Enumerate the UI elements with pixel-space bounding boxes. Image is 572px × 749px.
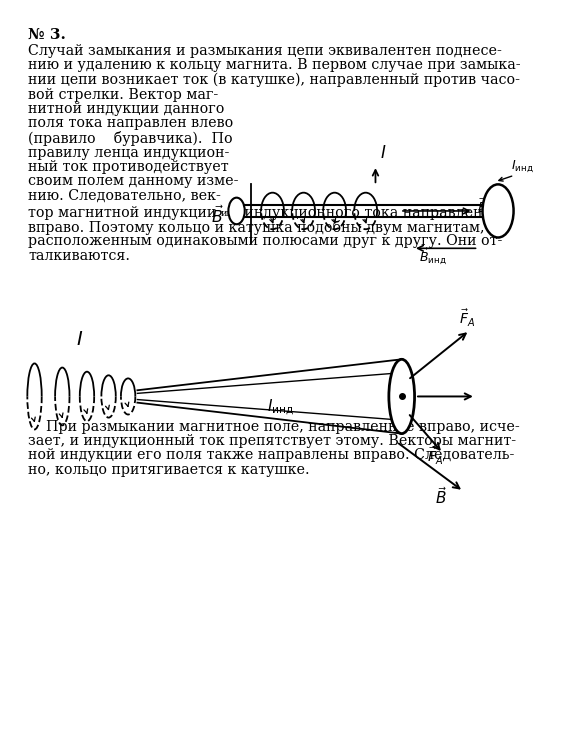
Text: (правило    буравчика).  По: (правило буравчика). По bbox=[28, 131, 233, 146]
Text: № 3.: № 3. bbox=[28, 28, 66, 42]
Text: поля тока направлен влево: поля тока направлен влево bbox=[28, 117, 233, 130]
Text: нию. Следовательно, век-: нию. Следовательно, век- bbox=[28, 189, 221, 203]
Text: зает, и индукционный ток препятствует этому. Векторы магнит-: зает, и индукционный ток препятствует эт… bbox=[28, 434, 516, 448]
Text: $\vec{B}$: $\vec{B}$ bbox=[211, 205, 224, 227]
Text: нию и удалению к кольцу магнита. В первом случае при замыка-: нию и удалению к кольцу магнита. В перво… bbox=[28, 58, 521, 73]
Text: инд: инд bbox=[221, 208, 240, 217]
Text: $\vec{B}$: $\vec{B}$ bbox=[477, 198, 487, 216]
Text: индукционного тока направлен: индукционного тока направлен bbox=[240, 205, 483, 219]
Text: При размыкании магнитное поле, направленное вправо, исче-: При размыкании магнитное поле, направлен… bbox=[28, 419, 520, 434]
Text: но, кольцо притягивается к катушке.: но, кольцо притягивается к катушке. bbox=[28, 463, 309, 477]
Text: $\vec{F}_A$: $\vec{F}_A$ bbox=[459, 308, 475, 329]
Text: вой стрелки. Вектор маг-: вой стрелки. Вектор маг- bbox=[28, 88, 219, 102]
Text: $\vec{B}$: $\vec{B}$ bbox=[435, 486, 447, 507]
Ellipse shape bbox=[228, 198, 245, 224]
Text: $\vec{B}_{\rm инд}$: $\vec{B}_{\rm инд}$ bbox=[419, 246, 447, 267]
Text: расположенным одинаковыми полюсами друг к другу. Они от-: расположенным одинаковыми полюсами друг … bbox=[28, 234, 502, 249]
Text: вправо. Поэтому кольцо и катушка подобны двум магнитам,: вправо. Поэтому кольцо и катушка подобны… bbox=[28, 220, 484, 235]
Text: талкиваются.: талкиваются. bbox=[28, 249, 130, 263]
Text: тор магнитной индукции: тор магнитной индукции bbox=[28, 205, 225, 219]
Text: правилу ленца индукцион-: правилу ленца индукцион- bbox=[28, 145, 229, 160]
Text: нии цепи возникает ток (в катушке), направленный против часо-: нии цепи возникает ток (в катушке), напр… bbox=[28, 73, 520, 88]
Ellipse shape bbox=[483, 184, 514, 237]
Text: $I_{\rm инд}$: $I_{\rm инд}$ bbox=[511, 158, 534, 174]
Text: $I$: $I$ bbox=[380, 144, 387, 162]
Text: Случай замыкания и размыкания цепи эквивалентен поднесе-: Случай замыкания и размыкания цепи эквив… bbox=[28, 44, 502, 58]
Text: ный ток противодействует: ный ток противодействует bbox=[28, 160, 229, 174]
Text: нитной индукции данного: нитной индукции данного bbox=[28, 102, 224, 116]
Text: $I$: $I$ bbox=[76, 330, 84, 349]
Text: своим полем данному изме-: своим полем данному изме- bbox=[28, 175, 239, 189]
Ellipse shape bbox=[389, 360, 415, 434]
Text: $\vec{F}_A$: $\vec{F}_A$ bbox=[427, 446, 443, 467]
Text: $I_{\rm инд}$: $I_{\rm инд}$ bbox=[267, 397, 294, 417]
Text: ной индукции его поля также направлены вправо. Следователь-: ной индукции его поля также направлены в… bbox=[28, 449, 514, 462]
